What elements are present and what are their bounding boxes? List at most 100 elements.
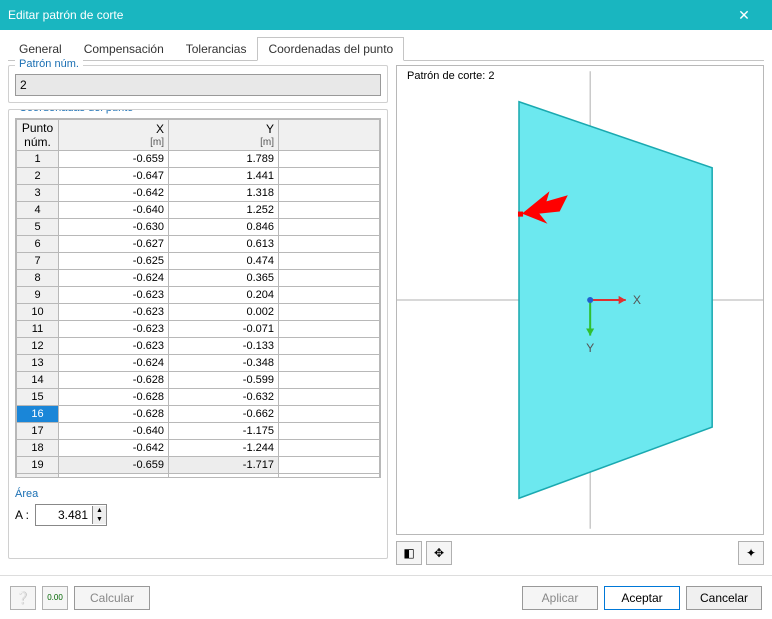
table-row[interactable]: 13-0.624-0.348 [17, 355, 380, 372]
row-num: 7 [17, 253, 59, 270]
row-num: 10 [17, 304, 59, 321]
cell-x[interactable]: -0.627 [59, 236, 169, 253]
help-icon[interactable]: ❔ [10, 586, 36, 610]
area-label: Área [15, 488, 381, 500]
cell-spacer [279, 270, 380, 287]
cell-x[interactable]: -0.642 [59, 185, 169, 202]
table-row[interactable]: 19-0.659-1.717 [17, 457, 380, 474]
cell-x[interactable]: -0.659 [59, 151, 169, 168]
row-num: 9 [17, 287, 59, 304]
table-row[interactable]: 5-0.6300.846 [17, 219, 380, 236]
table-row[interactable]: 1-0.6591.789 [17, 151, 380, 168]
tab-compensacion[interactable]: Compensación [73, 37, 175, 61]
canvas-label: Patrón de corte: 2 [407, 70, 494, 82]
coord-table: Puntonúm. X[m] Y[m] 1-0.6591.7892-0.6471… [16, 119, 380, 478]
table-row[interactable]: 11-0.623-0.071 [17, 321, 380, 338]
table-row[interactable]: 8-0.6240.365 [17, 270, 380, 287]
area-spinner[interactable]: ▲ ▼ [35, 504, 107, 526]
cell-y[interactable]: 1.318 [169, 185, 279, 202]
close-icon[interactable]: ✕ [724, 7, 764, 24]
patron-group-title: Patrón núm. [15, 58, 83, 70]
cell-x[interactable]: -0.642 [59, 440, 169, 457]
cell-spacer [279, 440, 380, 457]
cell-x[interactable]: -0.647 [59, 168, 169, 185]
row-num: 3 [17, 185, 59, 202]
cell-x[interactable]: -0.640 [59, 202, 169, 219]
cell-spacer [279, 321, 380, 338]
cell-y[interactable]: 0.613 [169, 236, 279, 253]
cell-spacer [279, 151, 380, 168]
spin-up-icon[interactable]: ▲ [92, 506, 106, 515]
cell-y[interactable]: 0.002 [169, 304, 279, 321]
cell-y[interactable]: -0.133 [169, 338, 279, 355]
row-num: 8 [17, 270, 59, 287]
table-row[interactable]: 14-0.628-0.599 [17, 372, 380, 389]
row-num: 17 [17, 423, 59, 440]
cell-y[interactable]: 0.365 [169, 270, 279, 287]
cell-y[interactable]: 1.789 [169, 151, 279, 168]
table-row[interactable]: 4-0.6401.252 [17, 202, 380, 219]
table-row[interactable]: 6-0.6270.613 [17, 236, 380, 253]
table-row[interactable]: 7-0.6250.474 [17, 253, 380, 270]
row-num: 18 [17, 440, 59, 457]
row-num: 13 [17, 355, 59, 372]
cell-x[interactable]: -0.659 [59, 457, 169, 474]
cell-y[interactable]: -0.632 [169, 389, 279, 406]
row-num: 2 [17, 168, 59, 185]
table-row[interactable]: 3-0.6421.318 [17, 185, 380, 202]
cell-x[interactable]: -0.625 [59, 253, 169, 270]
cell-y[interactable]: 0.474 [169, 253, 279, 270]
cell-x[interactable]: -0.624 [59, 270, 169, 287]
calc-button[interactable]: Calcular [74, 586, 150, 610]
table-row[interactable]: 15-0.628-0.632 [17, 389, 380, 406]
table-row[interactable]: 2-0.6471.441 [17, 168, 380, 185]
col-punto: Puntonúm. [17, 120, 59, 151]
cell-y[interactable]: 1.252 [169, 202, 279, 219]
cell-x[interactable]: -0.623 [59, 321, 169, 338]
cell-y[interactable]: 0.204 [169, 287, 279, 304]
cell-y[interactable]: -0.599 [169, 372, 279, 389]
cell-x[interactable]: -0.628 [59, 389, 169, 406]
cell-spacer [279, 236, 380, 253]
table-scroll[interactable]: Puntonúm. X[m] Y[m] 1-0.6591.7892-0.6471… [15, 118, 381, 478]
cell-x[interactable]: -0.623 [59, 287, 169, 304]
cell-x[interactable]: -0.640 [59, 423, 169, 440]
table-row[interactable]: 17-0.640-1.175 [17, 423, 380, 440]
area-value[interactable] [36, 505, 92, 525]
spin-down-icon[interactable]: ▼ [92, 515, 106, 524]
table-row[interactable]: 16-0.628-0.662 [17, 406, 380, 423]
canvas[interactable]: Patrón de corte: 2 X Y [396, 65, 764, 535]
cell-x[interactable]: -0.628 [59, 372, 169, 389]
patron-group: Patrón núm. [8, 65, 388, 103]
cell-y[interactable]: -1.175 [169, 423, 279, 440]
cell-y[interactable]: 1.441 [169, 168, 279, 185]
cell-x[interactable]: -0.630 [59, 219, 169, 236]
table-row[interactable]: 12-0.623-0.133 [17, 338, 380, 355]
table-row[interactable]: 18-0.642-1.244 [17, 440, 380, 457]
cell-y[interactable]: 0.846 [169, 219, 279, 236]
tab-coordenadas[interactable]: Coordenadas del punto [257, 37, 404, 61]
tool-icon-2[interactable]: ✥ [426, 541, 452, 565]
cell-spacer [279, 253, 380, 270]
cell-y[interactable]: -1.244 [169, 440, 279, 457]
cell-x[interactable]: -0.628 [59, 406, 169, 423]
tab-bar: General Compensación Tolerancias Coorden… [8, 36, 764, 61]
cell-y[interactable]: -0.662 [169, 406, 279, 423]
coord-group: Coordenadas del punto Puntonúm. X[m] Y[m… [8, 109, 388, 559]
table-row[interactable]: 9-0.6230.204 [17, 287, 380, 304]
cell-y[interactable]: -0.348 [169, 355, 279, 372]
cell-y[interactable]: -0.071 [169, 321, 279, 338]
cell-x[interactable]: -0.624 [59, 355, 169, 372]
cell-y[interactable]: -1.717 [169, 457, 279, 474]
cell-x[interactable]: -0.623 [59, 338, 169, 355]
units-icon[interactable]: 0.00 [42, 586, 68, 610]
ok-button[interactable]: Aceptar [604, 586, 680, 610]
apply-button[interactable]: Aplicar [522, 586, 598, 610]
tab-tolerancias[interactable]: Tolerancias [175, 37, 258, 61]
table-row[interactable]: 10-0.6230.002 [17, 304, 380, 321]
cell-x[interactable]: -0.623 [59, 304, 169, 321]
tool-icon-3[interactable]: ✦ [738, 541, 764, 565]
tool-icon-1[interactable]: ◧ [396, 541, 422, 565]
cancel-button[interactable]: Cancelar [686, 586, 762, 610]
patron-input[interactable] [15, 74, 381, 96]
